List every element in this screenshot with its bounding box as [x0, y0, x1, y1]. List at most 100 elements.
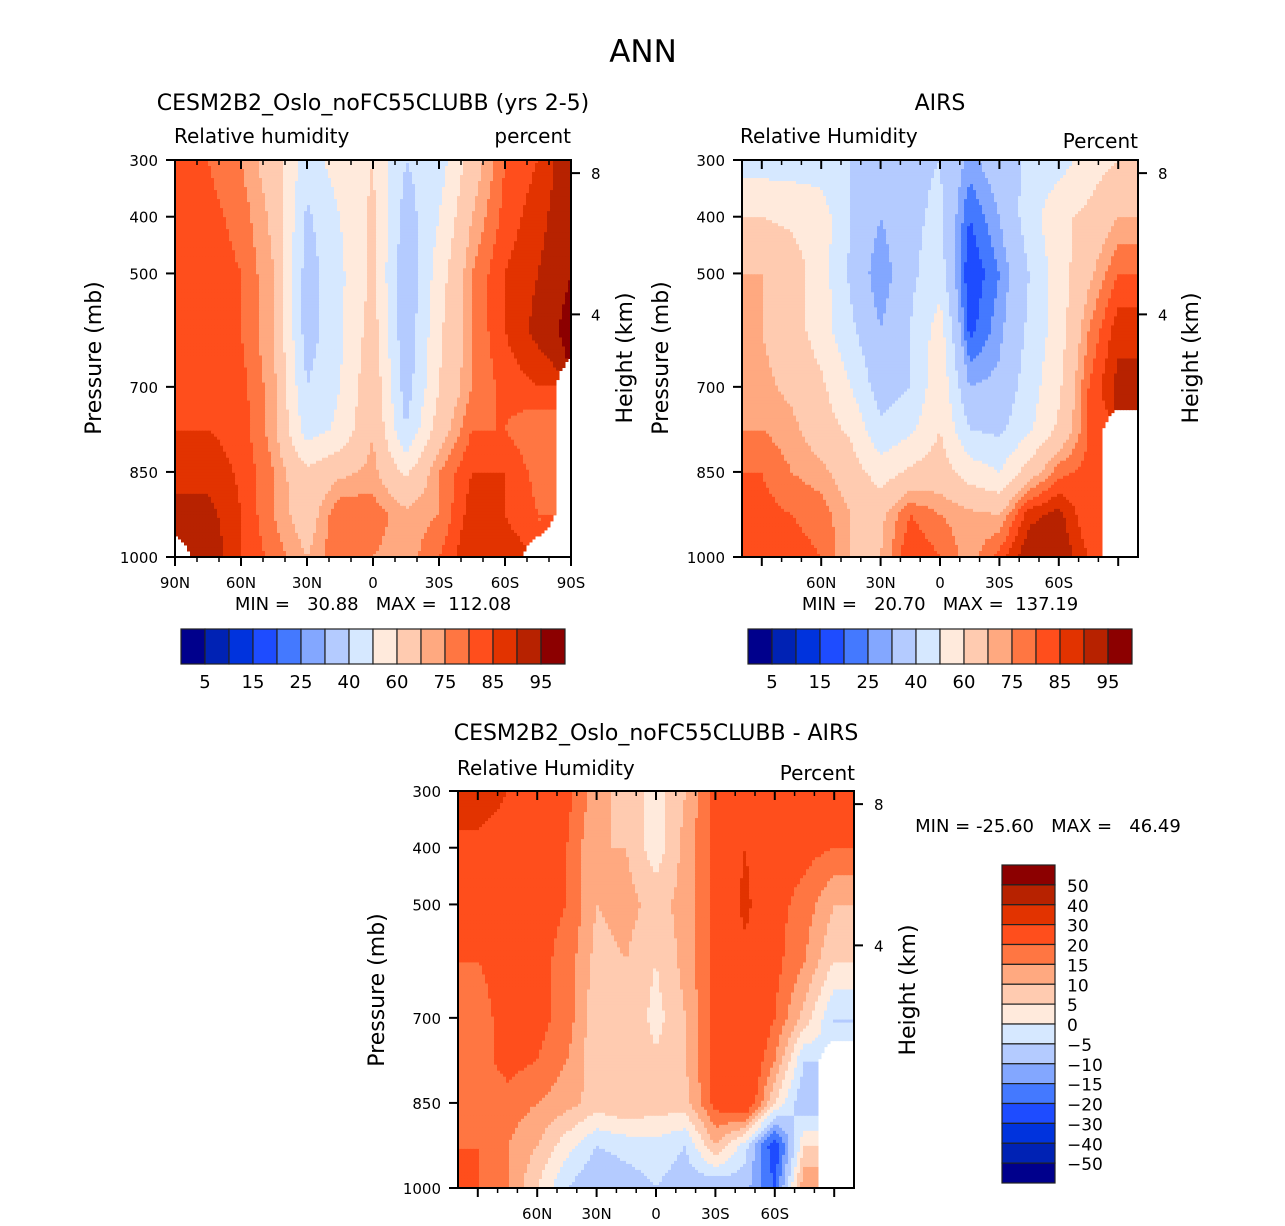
contour-cell — [505, 232, 509, 236]
contour-cell — [322, 205, 326, 209]
contour-cell — [334, 214, 338, 218]
contour-cell — [271, 196, 275, 200]
contour-cell — [445, 226, 449, 230]
contour-cell — [472, 250, 476, 254]
contour-cell — [226, 247, 230, 251]
contour-cell — [562, 235, 566, 239]
contour-cell — [283, 226, 287, 230]
contour-cell — [253, 217, 257, 221]
contour-cell — [418, 163, 422, 167]
contour-cell — [403, 190, 407, 194]
contour-cell — [244, 259, 248, 263]
contour-cell — [415, 217, 419, 221]
contour-cell — [412, 223, 416, 227]
contour-cell — [313, 181, 317, 185]
contour-cell — [562, 229, 566, 233]
contour-cell — [511, 193, 515, 197]
contour-cell — [184, 247, 188, 251]
contour-cell — [472, 226, 476, 230]
contour-cell — [178, 226, 182, 230]
contour-cell — [241, 175, 245, 179]
contour-cell — [511, 256, 515, 260]
contour-cell — [325, 205, 329, 209]
contour-cell — [283, 220, 287, 224]
contour-cell — [523, 214, 527, 218]
contour-cell — [439, 235, 443, 239]
contour-cell — [280, 175, 284, 179]
contour-cell — [220, 241, 224, 245]
contour-cell — [460, 262, 464, 266]
contour-cell — [256, 175, 260, 179]
contour-cell — [490, 223, 494, 227]
contour-cell — [193, 211, 197, 215]
contour-cell — [307, 211, 311, 215]
contour-cell — [352, 244, 356, 248]
contour-cell — [466, 256, 470, 260]
contour-cell — [286, 229, 290, 233]
contour-cell — [202, 169, 206, 173]
contour-cell — [508, 169, 512, 173]
contour-cell — [349, 193, 353, 197]
contour-cell — [526, 178, 530, 182]
contour-cell — [436, 220, 440, 224]
contour-cell — [394, 214, 398, 218]
contour-cell — [346, 235, 350, 239]
contour-cell — [538, 214, 542, 218]
contour-cell — [442, 172, 446, 176]
contour-cell — [349, 232, 353, 236]
contour-cell — [256, 259, 260, 263]
contour-cell — [535, 241, 539, 245]
contour-cell — [382, 241, 386, 245]
contour-cell — [196, 208, 200, 212]
contour-cell — [433, 232, 437, 236]
contour-cell — [526, 166, 530, 170]
contour-cell — [526, 184, 530, 188]
contour-cell — [262, 196, 266, 200]
contour-cell — [340, 229, 344, 233]
contour-cell — [547, 250, 551, 254]
contour-cell — [535, 226, 539, 230]
contour-cell — [253, 181, 257, 185]
contour-cell — [241, 268, 245, 272]
contour-cell — [487, 220, 491, 224]
contour-cell — [406, 211, 410, 215]
contour-cell — [484, 214, 488, 218]
contour-cell — [499, 166, 503, 170]
contour-cell — [421, 172, 425, 176]
contour-cell — [469, 166, 473, 170]
contour-cell — [196, 190, 200, 194]
contour-cell — [547, 232, 551, 236]
contour-cell — [466, 169, 470, 173]
contour-cell — [361, 208, 365, 212]
contour-cell — [535, 229, 539, 233]
contour-cell — [265, 235, 269, 239]
contour-cell — [268, 235, 272, 239]
contour-cell — [226, 259, 230, 263]
contour-cell — [250, 244, 254, 248]
contour-cell — [433, 214, 437, 218]
contour-cell — [256, 208, 260, 212]
contour-cell — [322, 190, 326, 194]
contour-cell — [301, 163, 305, 167]
contour-cell — [229, 172, 233, 176]
contour-cell — [250, 181, 254, 185]
contour-cell — [178, 178, 182, 182]
contour-cell — [541, 217, 545, 221]
contour-cell — [391, 232, 395, 236]
contour-cell — [373, 268, 377, 272]
contour-cell — [466, 199, 470, 203]
contour-cell — [295, 202, 299, 206]
contour-cell — [496, 232, 500, 236]
contour-cell — [427, 256, 431, 260]
contour-cell — [331, 208, 335, 212]
contour-cell — [229, 265, 233, 269]
contour-cell — [205, 202, 209, 206]
contour-cell — [544, 184, 548, 188]
contour-cell — [322, 271, 326, 275]
contour-cell — [433, 265, 437, 269]
contour-cell — [184, 199, 188, 203]
contour-cell — [223, 163, 227, 167]
contour-cell — [190, 193, 194, 197]
contour-cell — [331, 250, 335, 254]
contour-cell — [247, 271, 251, 275]
